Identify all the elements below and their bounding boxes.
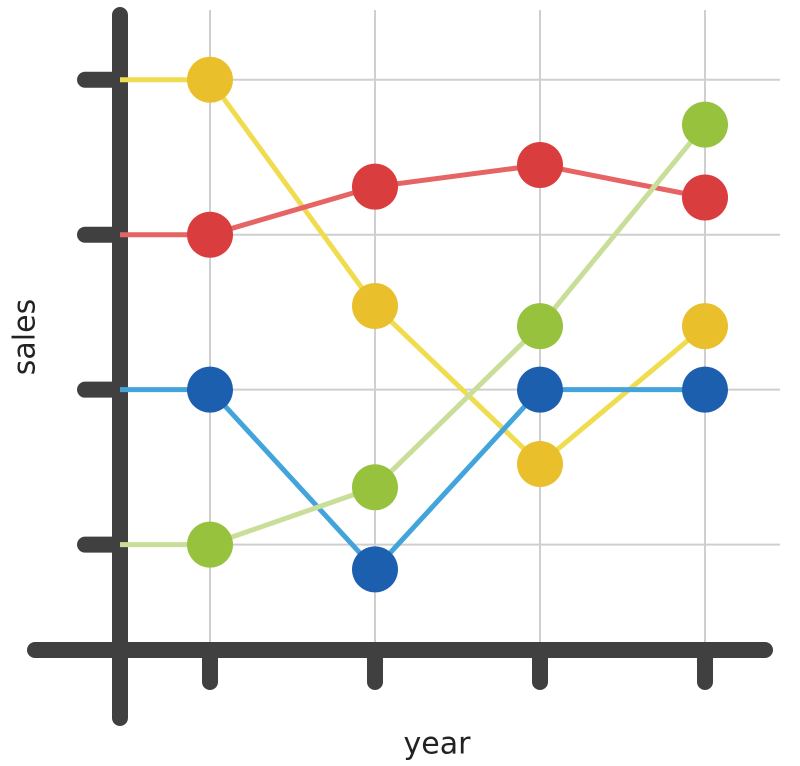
point	[682, 174, 728, 221]
point	[352, 546, 398, 593]
point	[187, 521, 233, 568]
point	[517, 366, 563, 413]
point	[517, 303, 563, 350]
point	[682, 101, 728, 148]
point	[682, 303, 728, 350]
series-line	[207, 78, 707, 467]
series-line	[209, 123, 707, 547]
point	[187, 56, 233, 103]
point	[352, 163, 398, 210]
point	[352, 464, 398, 511]
point	[517, 141, 563, 188]
point	[352, 282, 398, 329]
point	[517, 441, 563, 488]
point	[187, 366, 233, 413]
x-axis-label: year	[404, 727, 472, 762]
series-line	[208, 387, 705, 572]
y-axis-label: sales	[8, 299, 43, 375]
point	[682, 366, 728, 413]
point	[187, 211, 233, 258]
series-line	[209, 162, 706, 238]
